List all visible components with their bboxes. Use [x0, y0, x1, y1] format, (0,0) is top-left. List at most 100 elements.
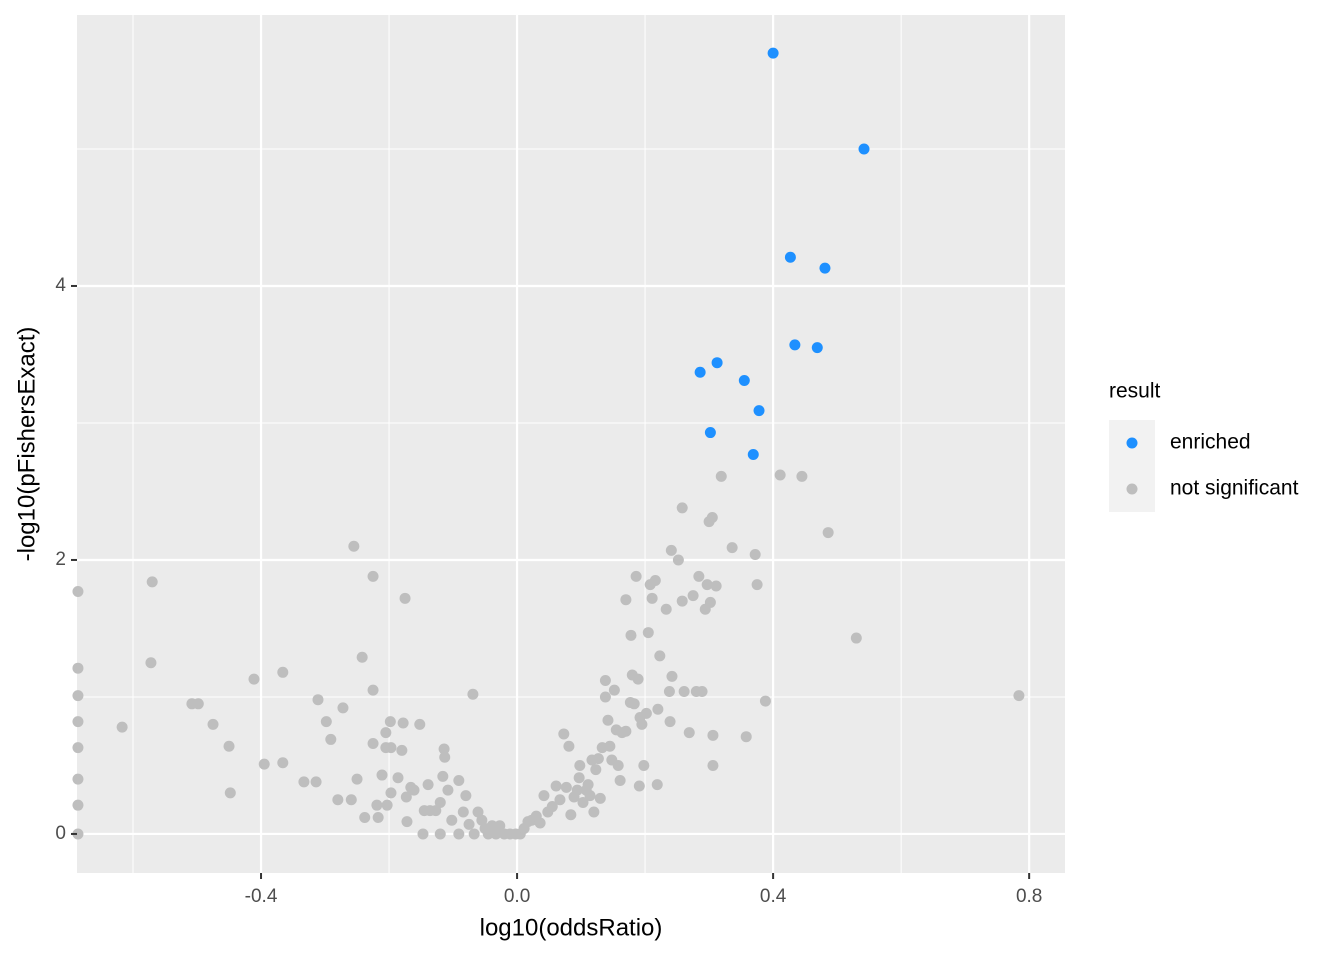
- point: [573, 772, 585, 784]
- legend-label: enriched: [1170, 431, 1251, 454]
- point: [457, 806, 469, 818]
- point: [494, 820, 506, 832]
- point: [751, 579, 763, 591]
- point: [1013, 690, 1025, 702]
- point: [414, 718, 426, 730]
- point: [385, 787, 397, 799]
- point: [604, 740, 616, 752]
- point: [694, 366, 706, 378]
- point: [258, 758, 270, 770]
- point: [192, 698, 204, 710]
- point: [571, 784, 583, 796]
- point: [687, 590, 699, 602]
- point: [397, 717, 409, 729]
- point: [651, 779, 663, 791]
- point: [592, 753, 604, 765]
- point: [588, 806, 600, 818]
- point: [665, 544, 677, 556]
- point: [563, 740, 575, 752]
- point: [463, 818, 475, 830]
- point: [472, 806, 484, 818]
- point: [560, 781, 572, 793]
- point: [422, 779, 434, 791]
- point: [224, 787, 236, 799]
- point: [704, 596, 716, 608]
- y-tick-label: 0: [55, 823, 66, 844]
- point: [738, 375, 750, 387]
- point: [590, 764, 602, 776]
- point: [747, 448, 759, 460]
- point: [460, 790, 472, 802]
- x-tick-label: 0.0: [504, 886, 530, 907]
- point: [683, 727, 695, 739]
- point: [72, 828, 84, 840]
- y-axis-title: -log10(pFishersExact): [13, 327, 40, 562]
- point: [72, 799, 84, 811]
- point: [599, 675, 611, 687]
- point: [417, 828, 429, 840]
- point: [72, 690, 84, 702]
- point: [577, 796, 589, 808]
- point: [767, 47, 779, 59]
- point: [446, 814, 458, 826]
- y-tick-label: 2: [55, 549, 66, 570]
- point: [558, 728, 570, 740]
- point: [490, 828, 502, 840]
- point: [534, 817, 546, 829]
- point: [381, 799, 393, 811]
- point: [337, 702, 349, 714]
- point: [811, 342, 823, 354]
- point: [599, 691, 611, 703]
- point: [636, 718, 648, 730]
- point: [399, 592, 411, 604]
- point: [608, 684, 620, 696]
- point: [312, 694, 324, 706]
- point: [574, 759, 586, 771]
- point: [663, 685, 675, 697]
- point: [819, 262, 831, 274]
- point: [759, 695, 771, 707]
- y-tick-label: 4: [55, 275, 66, 296]
- point: [72, 742, 84, 754]
- point: [356, 651, 368, 663]
- point: [348, 540, 360, 552]
- point: [693, 570, 705, 582]
- legend-label: not significant: [1170, 477, 1299, 500]
- x-tick-label: 0.4: [760, 886, 787, 907]
- point: [430, 805, 442, 817]
- point: [72, 716, 84, 728]
- point: [392, 772, 404, 784]
- point: [467, 688, 479, 700]
- x-axis-title: log10(oddsRatio): [480, 914, 663, 941]
- point: [401, 816, 413, 828]
- point: [710, 580, 722, 592]
- point: [550, 780, 562, 792]
- point: [630, 570, 642, 582]
- point: [654, 650, 666, 662]
- point: [298, 776, 310, 788]
- point: [538, 790, 550, 802]
- point: [72, 773, 84, 785]
- point: [614, 775, 626, 787]
- point: [310, 776, 322, 788]
- point: [584, 790, 596, 802]
- point: [468, 828, 480, 840]
- point: [706, 511, 718, 523]
- point: [582, 779, 594, 791]
- point: [620, 725, 632, 737]
- point: [145, 657, 157, 669]
- point: [332, 794, 344, 806]
- point: [594, 792, 606, 804]
- point: [664, 716, 676, 728]
- point: [400, 791, 412, 803]
- point: [371, 799, 383, 811]
- point: [740, 731, 752, 743]
- point: [640, 707, 652, 719]
- point: [367, 570, 379, 582]
- point: [554, 794, 566, 806]
- point: [646, 592, 658, 604]
- point: [277, 666, 289, 678]
- point: [408, 784, 420, 796]
